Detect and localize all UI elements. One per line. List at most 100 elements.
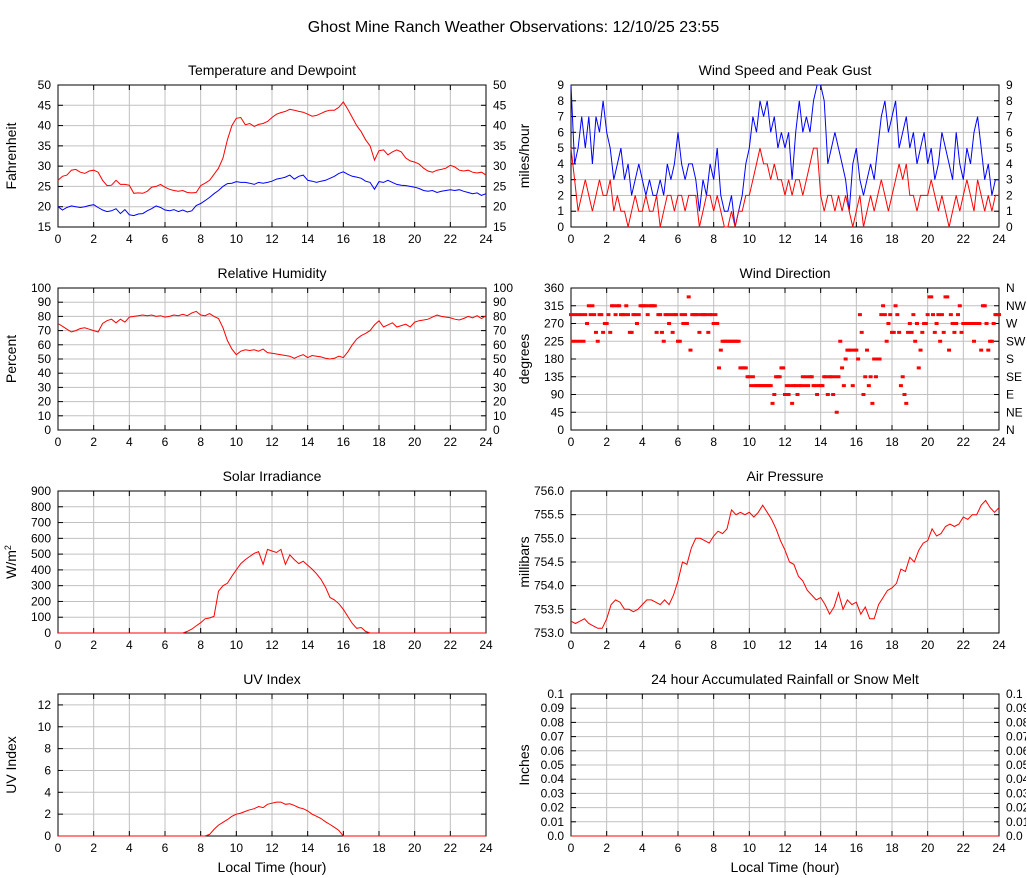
svg-text:22: 22: [444, 841, 458, 855]
chart-rainfall: 24 hour Accumulated Rainfall or Snow Mel…: [513, 664, 1027, 878]
svg-text:80: 80: [38, 309, 52, 323]
svg-text:45: 45: [38, 98, 52, 112]
svg-text:315: 315: [544, 299, 564, 313]
svg-text:SW: SW: [1006, 334, 1026, 348]
svg-text:0: 0: [55, 435, 62, 449]
svg-text:2: 2: [557, 188, 564, 202]
svg-text:300: 300: [31, 579, 51, 593]
svg-text:0.09: 0.09: [1006, 701, 1026, 715]
svg-text:2: 2: [603, 232, 610, 246]
svg-text:70: 70: [493, 324, 507, 338]
svg-text:4: 4: [1006, 157, 1013, 171]
svg-text:24: 24: [992, 435, 1006, 449]
svg-text:8: 8: [197, 435, 204, 449]
svg-text:1: 1: [1006, 204, 1013, 218]
charts-grid: Temperature and Dewpoint 15 15 20 20 25 25 30 30…: [0, 55, 1027, 878]
svg-text:20: 20: [921, 638, 935, 652]
svg-text:700: 700: [31, 516, 51, 530]
svg-text:14: 14: [814, 638, 828, 652]
svg-text:40: 40: [38, 366, 52, 380]
svg-text:8: 8: [197, 638, 204, 652]
svg-text:40: 40: [38, 119, 52, 133]
svg-text:NE: NE: [1006, 405, 1023, 419]
svg-text:24: 24: [992, 232, 1006, 246]
svg-text:6: 6: [44, 763, 51, 777]
svg-text:24: 24: [992, 841, 1006, 855]
chart-svg-air-pressure: Air Pressure 753.0 753.5 754.0 754.5 755.0 755…: [516, 468, 1006, 652]
svg-text:2: 2: [90, 435, 97, 449]
svg-text:7: 7: [557, 110, 564, 124]
svg-text:24 hour Accumulated Rainfall o: 24 hour Accumulated Rainfall or Snow Mel…: [651, 671, 919, 687]
svg-text:754.0: 754.0: [534, 579, 564, 593]
svg-text:15: 15: [493, 220, 507, 234]
svg-text:18: 18: [372, 841, 386, 855]
svg-text:4: 4: [639, 638, 646, 652]
svg-text:2: 2: [90, 638, 97, 652]
svg-text:5: 5: [557, 141, 564, 155]
svg-text:0: 0: [557, 220, 564, 234]
svg-text:0: 0: [44, 829, 51, 843]
chart-temperature-dewpoint: Temperature and Dewpoint 15 15 20 20 25 25 30 30…: [0, 55, 513, 258]
svg-text:18: 18: [885, 232, 899, 246]
svg-text:8: 8: [197, 232, 204, 246]
svg-text:4: 4: [126, 638, 133, 652]
svg-text:miles/hour: miles/hour: [516, 123, 532, 188]
svg-text:900: 900: [31, 484, 51, 498]
svg-text:12: 12: [778, 232, 792, 246]
svg-text:0.01: 0.01: [1006, 815, 1026, 829]
svg-text:180: 180: [544, 352, 564, 366]
svg-text:Relative Humidity: Relative Humidity: [218, 265, 327, 281]
svg-text:50: 50: [493, 78, 507, 92]
svg-text:18: 18: [372, 638, 386, 652]
svg-text:35: 35: [493, 139, 507, 153]
svg-text:40: 40: [493, 366, 507, 380]
svg-text:4: 4: [557, 157, 564, 171]
svg-text:755.5: 755.5: [534, 508, 564, 522]
svg-text:4: 4: [126, 232, 133, 246]
svg-text:12: 12: [778, 435, 792, 449]
svg-text:20: 20: [408, 232, 422, 246]
svg-text:Fahrenheit: Fahrenheit: [3, 122, 19, 189]
svg-text:60: 60: [493, 338, 507, 352]
svg-text:22: 22: [957, 841, 971, 855]
svg-text:24: 24: [479, 232, 493, 246]
svg-text:3: 3: [1006, 173, 1013, 187]
svg-text:10: 10: [38, 720, 52, 734]
svg-text:5: 5: [1006, 141, 1013, 155]
svg-text:25: 25: [38, 179, 52, 193]
svg-text:N: N: [1006, 281, 1015, 295]
svg-text:NW: NW: [1006, 299, 1026, 313]
svg-text:10: 10: [743, 841, 757, 855]
svg-text:0.03: 0.03: [541, 786, 565, 800]
svg-text:270: 270: [544, 317, 564, 331]
svg-text:16: 16: [850, 841, 864, 855]
svg-text:6: 6: [162, 435, 169, 449]
svg-text:14: 14: [814, 435, 828, 449]
svg-text:30: 30: [493, 380, 507, 394]
svg-text:0: 0: [568, 232, 575, 246]
svg-text:400: 400: [31, 563, 51, 577]
svg-text:Wind Direction: Wind Direction: [739, 265, 830, 281]
chart-relative-humidity: Relative Humidity 0 0 10 10 20 20 30 30 40 40 50 50 6…: [0, 258, 513, 461]
svg-text:2: 2: [603, 841, 610, 855]
svg-text:S: S: [1006, 352, 1014, 366]
svg-text:16: 16: [337, 435, 351, 449]
svg-text:9: 9: [557, 78, 564, 92]
svg-text:2: 2: [603, 435, 610, 449]
svg-text:0.08: 0.08: [1006, 715, 1026, 729]
svg-text:20: 20: [921, 232, 935, 246]
svg-text:10: 10: [230, 435, 244, 449]
svg-text:0.06: 0.06: [541, 744, 565, 758]
svg-text:Solar Irradiance: Solar Irradiance: [223, 468, 322, 484]
svg-text:200: 200: [31, 594, 51, 608]
svg-text:800: 800: [31, 500, 51, 514]
chart-svg-solar-irradiance: Solar Irradiance010020030040050060070080…: [3, 468, 493, 652]
svg-text:8: 8: [710, 435, 717, 449]
svg-text:0.06: 0.06: [1006, 744, 1026, 758]
svg-text:20: 20: [408, 841, 422, 855]
svg-text:4: 4: [639, 435, 646, 449]
svg-text:8: 8: [1006, 94, 1013, 108]
